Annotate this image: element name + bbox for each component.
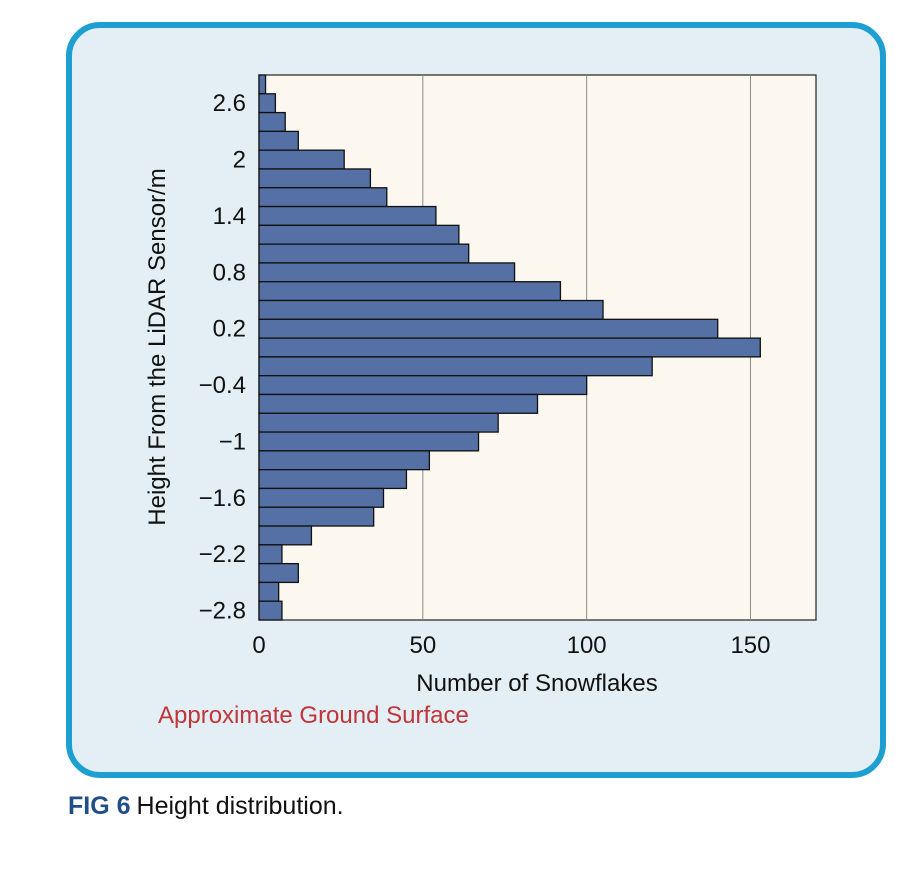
- x-tick-label: 100: [567, 632, 607, 659]
- x-tick-label: 150: [730, 632, 770, 659]
- y-tick-label: −1: [219, 428, 246, 455]
- histogram-bar: [258, 506, 375, 527]
- histogram-bar: [258, 111, 286, 133]
- histogram-bar: [258, 299, 604, 320]
- y-tick-label: 0.8: [213, 259, 246, 286]
- y-axis-label: Height From the LiDAR Sensor/m: [144, 168, 171, 525]
- histogram-bar: [258, 168, 372, 189]
- y-tick-label: 1.4: [213, 203, 246, 230]
- histogram-bar: [258, 393, 539, 414]
- histogram-bar: [258, 544, 283, 565]
- y-tick-label: 2.6: [213, 90, 246, 117]
- histogram-bar: [258, 525, 313, 546]
- y-tick-label: −0.4: [199, 372, 246, 399]
- histogram-bar: [258, 262, 516, 283]
- histogram-bar: [258, 149, 345, 170]
- histogram-bar: [258, 337, 761, 358]
- bars: [258, 74, 761, 621]
- ground-surface-annotation: Approximate Ground Surface: [158, 702, 469, 729]
- histogram-bar: [258, 74, 267, 95]
- histogram-bar: [258, 93, 277, 114]
- x-tick-labels: 0 50 100 150: [252, 632, 770, 659]
- histogram-bar: [258, 187, 388, 208]
- histogram-bar: [258, 375, 588, 396]
- y-tick-label: 0.2: [213, 316, 246, 343]
- histogram-bar: [258, 243, 470, 264]
- caption-text: Height distribution.: [136, 792, 344, 820]
- x-tick-label: 50: [409, 632, 436, 659]
- figure-caption: FIG 6 Height distribution.: [68, 792, 344, 821]
- histogram-bar: [258, 487, 385, 508]
- histogram-bar: [258, 224, 460, 245]
- histogram-bar: [258, 412, 499, 433]
- histogram-bar: [258, 205, 437, 226]
- histogram-bar: [258, 581, 280, 602]
- histogram-bar: [258, 450, 431, 471]
- histogram-bar: [258, 431, 480, 452]
- histogram-bar: [258, 318, 719, 339]
- y-tick-label: −2.8: [199, 598, 246, 625]
- x-axis-label: Number of Snowflakes: [416, 670, 657, 697]
- y-tick-label: −2.2: [199, 541, 246, 568]
- histogram-bar: [258, 130, 299, 151]
- histogram-bar: [258, 356, 653, 377]
- y-tick-label: −1.6: [199, 485, 246, 512]
- x-tick-label: 0: [252, 632, 265, 659]
- y-tick-labels: 2.6 2 1.4 0.8 0.2 −0.4 −1 −1.6 −2.2 −2.8: [199, 90, 246, 624]
- histogram-bar: [258, 281, 562, 302]
- y-tick-label: 2: [233, 147, 246, 174]
- histogram-bar: [258, 562, 299, 584]
- histogram-bar: [258, 469, 408, 490]
- histogram-bar: [258, 600, 283, 621]
- figure-number: FIG 6: [68, 792, 131, 820]
